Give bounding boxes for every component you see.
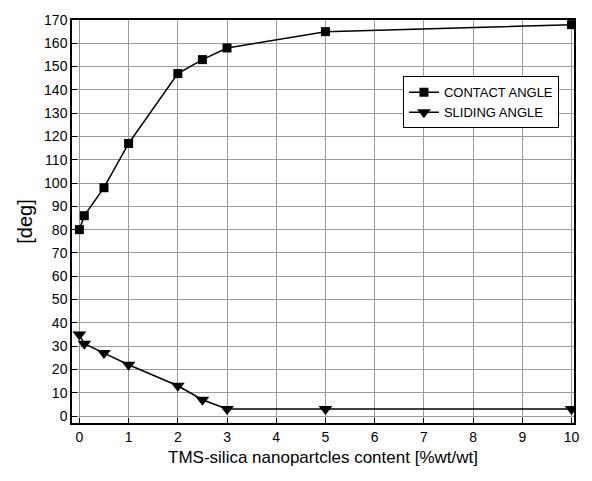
svg-text:80: 80 bbox=[52, 222, 68, 238]
svg-text:150: 150 bbox=[44, 58, 68, 74]
svg-text:140: 140 bbox=[44, 82, 68, 98]
svg-text:2: 2 bbox=[174, 429, 182, 445]
svg-text:8: 8 bbox=[469, 429, 477, 445]
svg-text:TMS-silica nanopartcles conten: TMS-silica nanopartcles content [%wt/wt] bbox=[168, 448, 478, 467]
svg-text:60: 60 bbox=[52, 268, 68, 284]
svg-text:40: 40 bbox=[52, 315, 68, 331]
svg-text:9: 9 bbox=[518, 429, 526, 445]
svg-text:3: 3 bbox=[223, 429, 231, 445]
svg-text:30: 30 bbox=[52, 338, 68, 354]
svg-text:0: 0 bbox=[60, 408, 68, 424]
svg-text:160: 160 bbox=[44, 35, 68, 51]
svg-text:0: 0 bbox=[75, 429, 83, 445]
svg-text:90: 90 bbox=[52, 198, 68, 214]
svg-text:4: 4 bbox=[272, 429, 280, 445]
svg-text:100: 100 bbox=[44, 175, 68, 191]
svg-text:5: 5 bbox=[322, 429, 330, 445]
svg-text:10: 10 bbox=[564, 429, 580, 445]
svg-text:10: 10 bbox=[52, 385, 68, 401]
svg-text:7: 7 bbox=[420, 429, 428, 445]
svg-text:110: 110 bbox=[45, 152, 68, 168]
svg-text:130: 130 bbox=[44, 105, 68, 121]
svg-text:20: 20 bbox=[52, 361, 68, 377]
svg-text:6: 6 bbox=[371, 429, 379, 445]
svg-text:SLIDING ANGLE: SLIDING ANGLE bbox=[444, 105, 543, 120]
svg-text:CONTACT ANGLE: CONTACT ANGLE bbox=[444, 85, 553, 100]
svg-text:[deg]: [deg] bbox=[14, 199, 36, 243]
svg-text:50: 50 bbox=[52, 291, 68, 307]
svg-text:70: 70 bbox=[52, 245, 68, 261]
svg-text:120: 120 bbox=[44, 128, 68, 144]
svg-text:1: 1 bbox=[125, 429, 133, 445]
svg-text:170: 170 bbox=[44, 12, 68, 28]
